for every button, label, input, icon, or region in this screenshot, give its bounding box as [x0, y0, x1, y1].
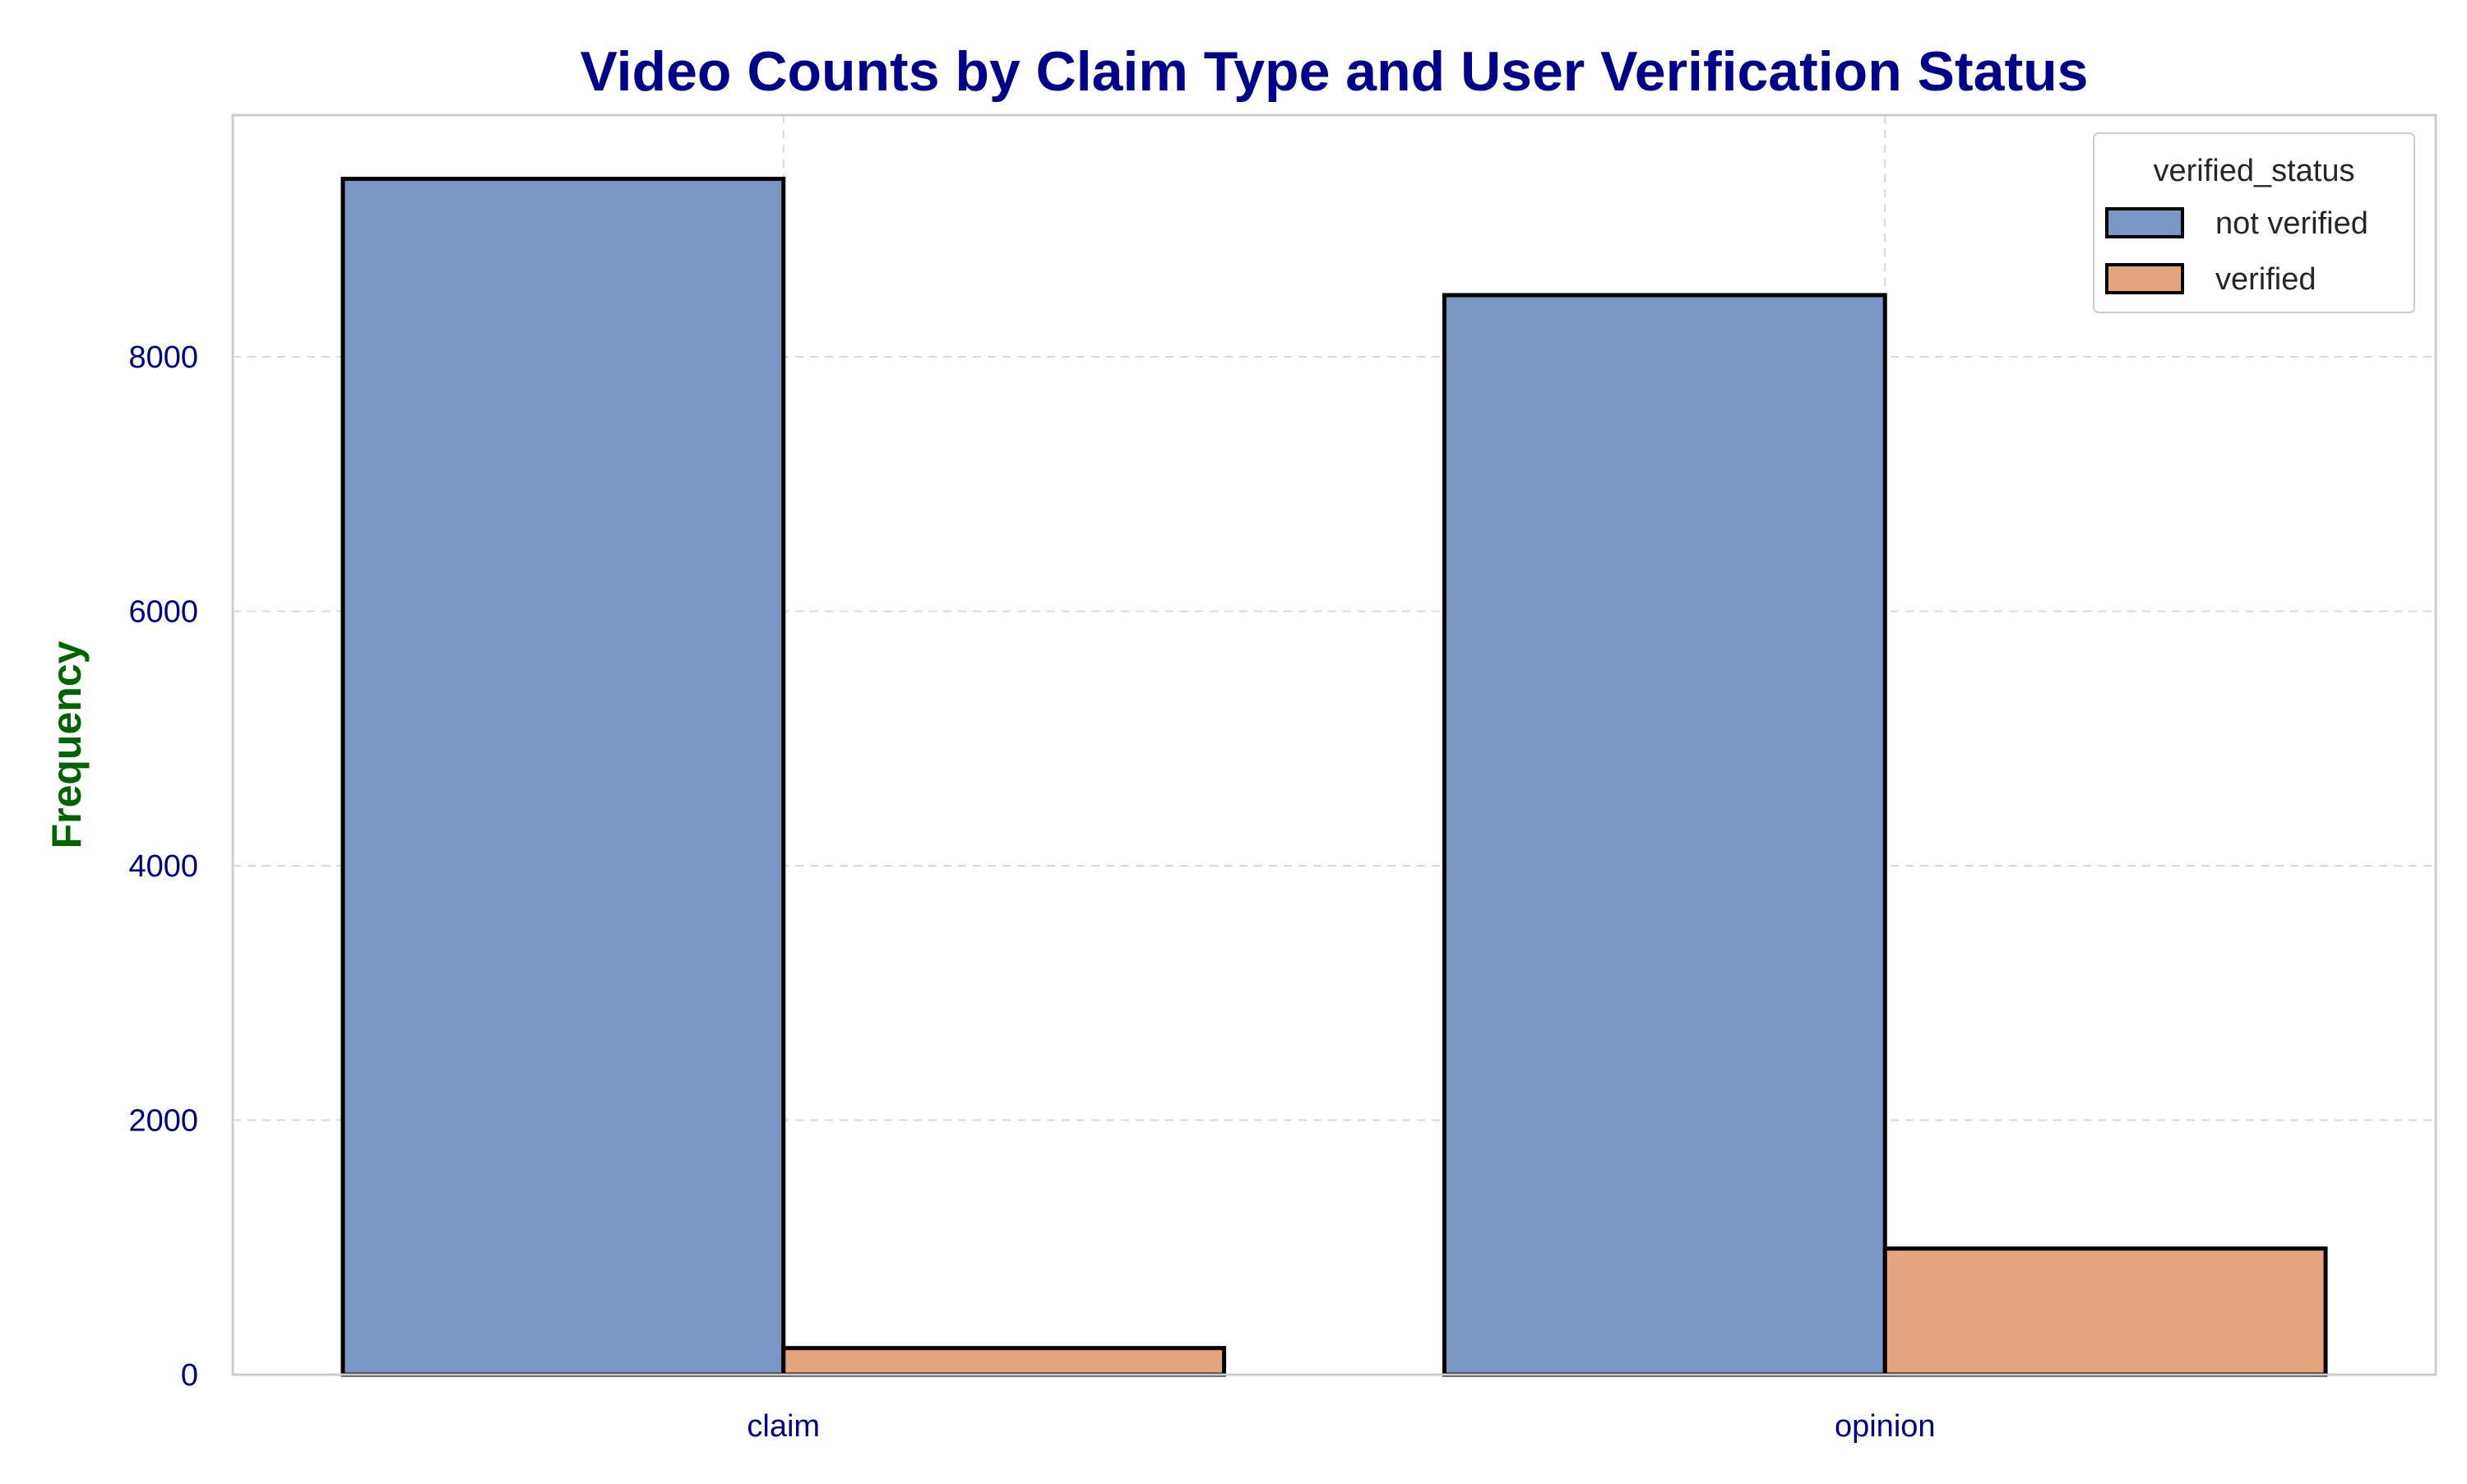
- legend-swatch-verified: [2105, 263, 2184, 294]
- x-tick-label: opinion: [1835, 1409, 1936, 1444]
- y-tick-label: 0: [181, 1358, 198, 1393]
- y-tick-label: 2000: [128, 1104, 198, 1139]
- y-tick-label: 4000: [128, 849, 198, 884]
- bar-opinion-not-verified: [1442, 293, 1887, 1377]
- bar-claim-verified: [781, 1346, 1227, 1377]
- legend-label-verified: verified: [2215, 262, 2317, 297]
- legend-swatch-not-verified: [2105, 207, 2184, 238]
- bars: [340, 177, 2328, 1377]
- legend-title: verified_status: [2153, 154, 2354, 188]
- plot-frame: [231, 113, 2437, 1376]
- legend-label-not-verified: not verified: [2215, 206, 2368, 241]
- chart-title: Video Counts by Claim Type and User Veri…: [581, 40, 2089, 103]
- axis-ticks: 0 2000 4000 6000 8000 claim opinion: [128, 340, 1935, 1444]
- bar-claim-not-verified: [340, 177, 786, 1377]
- x-tick-label: claim: [747, 1409, 820, 1444]
- y-axis-label: Frequency: [44, 640, 90, 848]
- y-tick-label: 6000: [128, 595, 198, 630]
- legend: verified_status not verified verified: [2093, 132, 2415, 313]
- bar-opinion-verified: [1882, 1246, 2328, 1377]
- y-tick-label: 8000: [128, 340, 198, 375]
